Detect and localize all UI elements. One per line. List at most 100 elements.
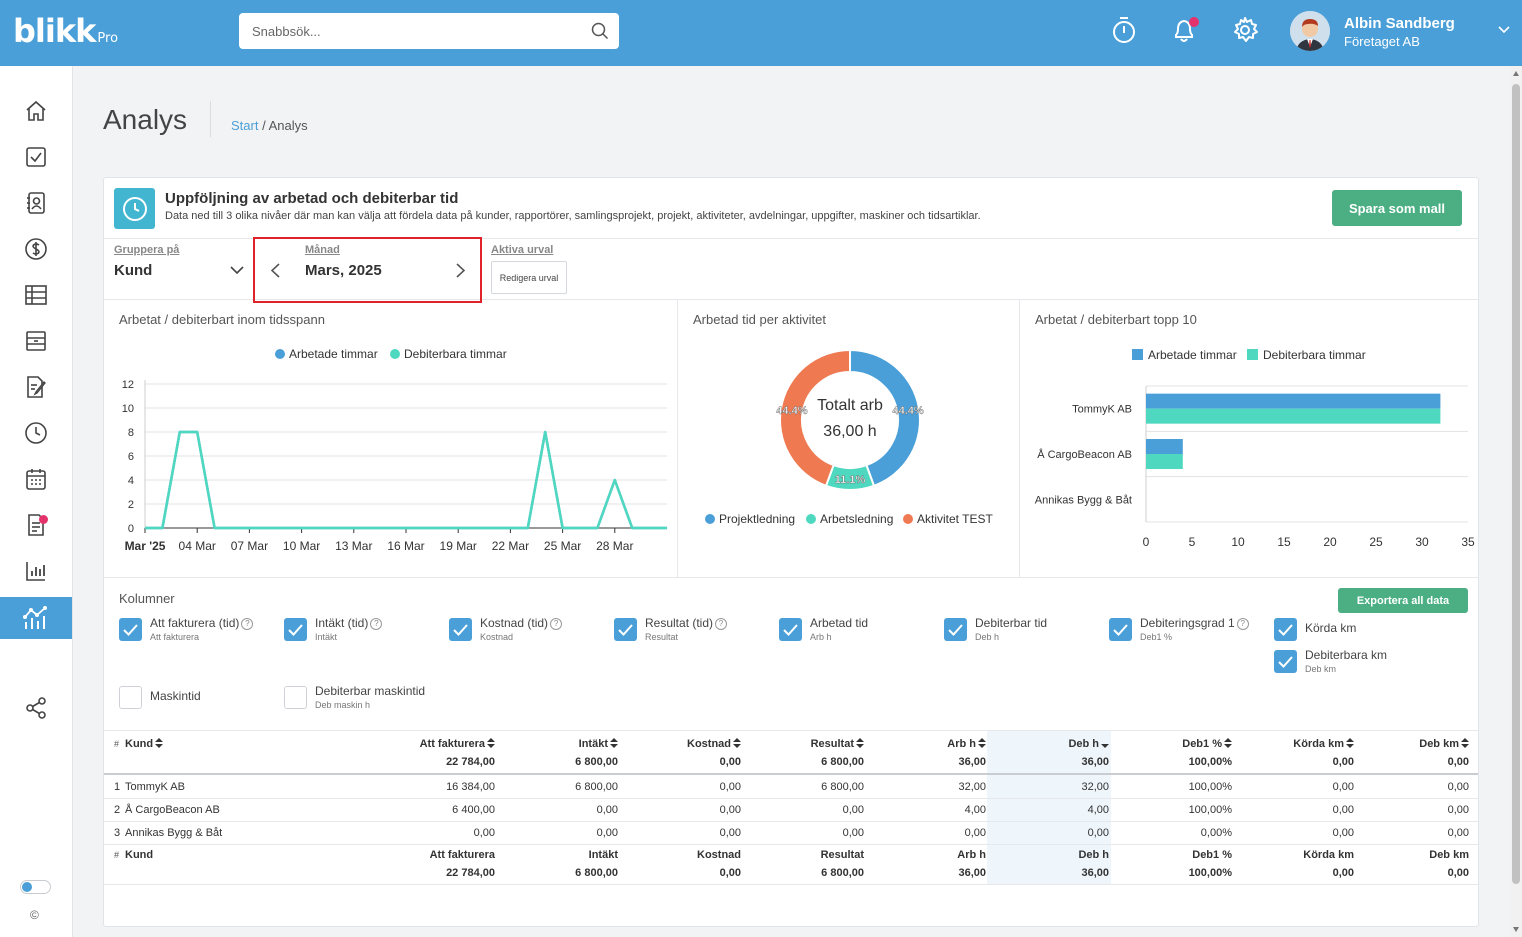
sort-icon[interactable] xyxy=(1101,738,1109,748)
help-icon[interactable]: ? xyxy=(370,618,383,630)
column-checkbox[interactable] xyxy=(614,618,637,641)
sidebar-item-share[interactable] xyxy=(0,687,72,729)
column-header[interactable]: Deb1 % xyxy=(1182,738,1232,750)
sidebar-item-calendar[interactable] xyxy=(0,458,72,500)
scroll-thumb[interactable] xyxy=(1512,84,1520,884)
user-name[interactable]: Albin Sandberg xyxy=(1344,15,1455,32)
legend-label[interactable]: Aktivitet TEST xyxy=(917,512,993,526)
column-checkbox-label[interactable]: Debiteringsgrad 1? xyxy=(1140,616,1249,630)
sort-icon[interactable] xyxy=(155,738,164,748)
breadcrumb-home[interactable]: Start xyxy=(231,118,259,133)
help-icon[interactable]: ? xyxy=(241,618,254,630)
sort-icon[interactable] xyxy=(978,738,986,748)
legend-label[interactable]: Debiterbara timmar xyxy=(1263,348,1366,362)
pie-slice[interactable] xyxy=(779,348,851,488)
legend-label[interactable]: Debiterbara timmar xyxy=(404,347,507,361)
column-checkbox-label[interactable]: Intäkt (tid)? xyxy=(315,616,383,630)
column-checkbox-label[interactable]: Debiterbar maskintid xyxy=(315,684,426,698)
column-checkbox-label[interactable]: Debiterbara km xyxy=(1305,648,1388,662)
legend-label[interactable]: Arbetsledning xyxy=(820,512,893,526)
sidebar-item-economy[interactable] xyxy=(0,228,72,270)
sidebar-item-contacts[interactable] xyxy=(0,182,72,224)
sort-icon[interactable] xyxy=(1224,738,1232,748)
column-checkbox[interactable] xyxy=(284,686,307,709)
sidebar-item-home[interactable] xyxy=(0,90,72,132)
sidebar-item-statistics[interactable] xyxy=(0,550,72,592)
legend-label[interactable]: Arbetade timmar xyxy=(289,347,378,361)
bar[interactable] xyxy=(1146,454,1183,469)
column-header[interactable]: Att fakturera xyxy=(420,738,495,750)
help-icon[interactable]: ? xyxy=(715,618,728,630)
column-header[interactable]: Resultat xyxy=(811,738,864,750)
search-input[interactable] xyxy=(239,13,559,49)
month-value[interactable]: Mars, 2025 xyxy=(305,262,382,279)
column-checkbox[interactable] xyxy=(944,618,967,641)
sidebar-item-archive[interactable] xyxy=(0,320,72,362)
column-checkbox-label[interactable]: Arbetad tid xyxy=(810,616,869,630)
sidebar-item-table[interactable] xyxy=(0,274,72,316)
sidebar-item-time[interactable] xyxy=(0,412,72,454)
bar-chart[interactable]: Arbetade timmar Debiterbara timmar 0 5 10 15 2… xyxy=(1020,300,1478,577)
avatar[interactable] xyxy=(1290,11,1330,51)
customer-name[interactable]: Annikas Bygg & Båt xyxy=(125,827,223,839)
stopwatch-icon[interactable] xyxy=(1111,15,1137,45)
column-checkbox-label[interactable]: Resultat (tid)? xyxy=(645,616,728,630)
column-checkbox-label[interactable]: Debiterbar tid xyxy=(975,616,1048,630)
sort-icon[interactable] xyxy=(610,738,618,748)
edit-filters-button[interactable]: Redigera urval xyxy=(491,261,567,294)
series-line[interactable] xyxy=(145,430,667,530)
logo[interactable]: blikk Pro xyxy=(13,12,118,50)
column-checkbox[interactable] xyxy=(284,618,307,641)
chevron-right-icon[interactable] xyxy=(456,263,465,278)
sidebar-item-documents[interactable] xyxy=(0,366,72,408)
export-button[interactable]: Exportera all data xyxy=(1338,588,1468,613)
scroll-up-arrow[interactable] xyxy=(1513,71,1519,76)
legend-label[interactable]: Projektledning xyxy=(719,512,795,526)
column-header[interactable]: Kund xyxy=(125,738,164,750)
column-checkbox[interactable] xyxy=(779,618,802,641)
save-template-button[interactable]: Spara som mall xyxy=(1332,190,1462,226)
bar[interactable] xyxy=(1146,439,1183,454)
column-checkbox[interactable] xyxy=(1274,650,1297,673)
column-checkbox[interactable] xyxy=(1109,618,1132,641)
page-scrollbar[interactable] xyxy=(1510,66,1522,937)
bar[interactable] xyxy=(1146,408,1441,424)
pie-slice[interactable] xyxy=(849,348,921,488)
customer-name[interactable]: Å CargoBeacon AB xyxy=(125,804,220,816)
scroll-down-arrow[interactable] xyxy=(1513,927,1519,932)
column-header[interactable]: Körda km xyxy=(1293,738,1354,750)
help-icon[interactable]: ? xyxy=(550,618,563,630)
search-icon[interactable] xyxy=(591,22,609,40)
column-checkbox[interactable] xyxy=(119,686,142,709)
column-checkbox[interactable] xyxy=(119,618,142,641)
donut-chart[interactable]: 44.4% 11.1% 44.4% Totalt arb 36,00 h Projektl… xyxy=(678,300,1020,577)
column-checkbox[interactable] xyxy=(1274,618,1297,641)
sort-icon[interactable] xyxy=(1346,738,1354,748)
chevron-down-icon[interactable] xyxy=(230,266,244,275)
help-icon[interactable]: ? xyxy=(1236,618,1249,630)
column-header[interactable]: Kostnad xyxy=(687,738,741,750)
sort-icon[interactable] xyxy=(1461,738,1469,748)
gear-icon[interactable] xyxy=(1231,15,1259,45)
sort-icon[interactable] xyxy=(733,738,741,748)
bell-icon[interactable] xyxy=(1171,15,1197,45)
column-header[interactable]: Intäkt xyxy=(579,738,618,750)
sort-icon[interactable] xyxy=(856,738,864,748)
group-by-select[interactable]: Kund xyxy=(114,262,153,279)
column-checkbox-label[interactable]: Maskintid xyxy=(150,689,201,703)
bar[interactable] xyxy=(1146,393,1441,409)
column-checkbox[interactable] xyxy=(449,618,472,641)
chevron-down-icon[interactable] xyxy=(1498,26,1510,34)
column-header[interactable]: Deb km xyxy=(1419,738,1469,750)
legend-label[interactable]: Arbetade timmar xyxy=(1148,348,1237,362)
chevron-left-icon[interactable] xyxy=(271,263,280,278)
sidebar-item-analytics[interactable] xyxy=(0,597,72,639)
column-checkbox-label[interactable]: Körda km xyxy=(1305,621,1357,635)
line-chart[interactable]: Arbetade timmar Debiterbara timmar 0 2 4 6 8 10… xyxy=(104,300,678,577)
sidebar-item-tasks[interactable] xyxy=(0,136,72,178)
theme-toggle[interactable] xyxy=(20,880,51,894)
column-header[interactable]: Deb h xyxy=(1068,738,1109,750)
column-checkbox-label[interactable]: Kostnad (tid)? xyxy=(480,616,563,630)
sort-icon[interactable] xyxy=(487,738,495,748)
column-header[interactable]: Arb h xyxy=(947,738,986,750)
